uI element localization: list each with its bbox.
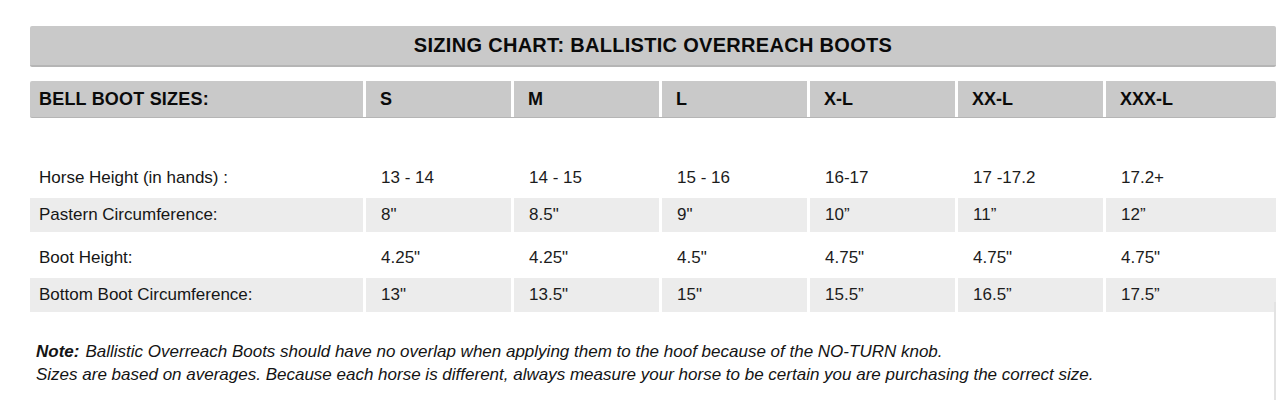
- table-row-horse-height: Horse Height (in hands) : 13 - 14 14 - 1…: [30, 158, 1276, 198]
- table-cell: 4.75": [1103, 238, 1276, 278]
- size-column-header-xxl: XX-L: [955, 81, 1103, 117]
- table-cell: 11”: [955, 198, 1103, 238]
- table-cell: 9": [659, 198, 807, 238]
- table-cell: 13.5": [511, 278, 659, 318]
- table-row-pastern-circumference: Pastern Circumference: 8" 8.5" 9" 10” 11…: [30, 198, 1276, 238]
- row-label: Boot Height:: [30, 238, 363, 278]
- row-label: Pastern Circumference:: [30, 198, 363, 238]
- table-cell: 15": [659, 278, 807, 318]
- size-column-header-xxxl: XXX-L: [1103, 81, 1276, 117]
- table-cell: 8.5": [511, 198, 659, 238]
- table-row-boot-height: Boot Height: 4.25" 4.25" 4.5" 4.75" 4.75…: [30, 238, 1276, 278]
- table-cell: 17.5”: [1103, 278, 1276, 318]
- table-cell: 13": [363, 278, 511, 318]
- table-cell: 15 - 16: [659, 158, 807, 198]
- page-title: SIZING CHART: BALLISTIC OVERREACH BOOTS: [414, 34, 892, 57]
- chart-title-bar: SIZING CHART: BALLISTIC OVERREACH BOOTS: [30, 26, 1276, 67]
- table-cell: 8": [363, 198, 511, 238]
- note-line-1-text: Ballistic Overreach Boots should have no…: [85, 342, 942, 361]
- note-line-1: Note: Ballistic Overreach Boots should ha…: [36, 340, 1256, 363]
- frame-right-border: [1274, 302, 1276, 400]
- table-cell: 4.25": [363, 238, 511, 278]
- table-cell: 10”: [807, 198, 955, 238]
- table-header-label: BELL BOOT SIZES:: [30, 81, 363, 117]
- table-cell: 4.75": [955, 238, 1103, 278]
- size-column-header-l: L: [659, 81, 807, 117]
- sizing-table-body: Horse Height (in hands) : 13 - 14 14 - 1…: [30, 158, 1276, 318]
- table-cell: 4.25": [511, 238, 659, 278]
- table-cell: 16-17: [807, 158, 955, 198]
- row-label: Bottom Boot Circumference:: [30, 278, 363, 318]
- table-cell: 17 -17.2: [955, 158, 1103, 198]
- table-row-bottom-boot-circumference: Bottom Boot Circumference: 13" 13.5" 15"…: [30, 278, 1276, 318]
- table-header-row: BELL BOOT SIZES: S M L X-L XX-L XXX-L: [30, 81, 1276, 118]
- table-cell: 15.5”: [807, 278, 955, 318]
- row-label: Horse Height (in hands) :: [30, 158, 363, 198]
- table-cell: 12”: [1103, 198, 1276, 238]
- table-cell: 13 - 14: [363, 158, 511, 198]
- note-text: Note: Ballistic Overreach Boots should ha…: [36, 340, 1256, 386]
- table-cell: 4.5": [659, 238, 807, 278]
- note-line-2: Sizes are based on averages. Because eac…: [36, 363, 1256, 386]
- table-cell: 16.5”: [955, 278, 1103, 318]
- note-label: Note:: [36, 342, 79, 361]
- size-column-header-s: S: [363, 81, 511, 117]
- size-column-header-m: M: [511, 81, 659, 117]
- table-cell: 17.2+: [1103, 158, 1276, 198]
- table-cell: 14 - 15: [511, 158, 659, 198]
- sizing-chart-page: SIZING CHART: BALLISTIC OVERREACH BOOTS …: [0, 0, 1281, 400]
- table-cell: 4.75": [807, 238, 955, 278]
- size-column-header-xl: X-L: [807, 81, 955, 117]
